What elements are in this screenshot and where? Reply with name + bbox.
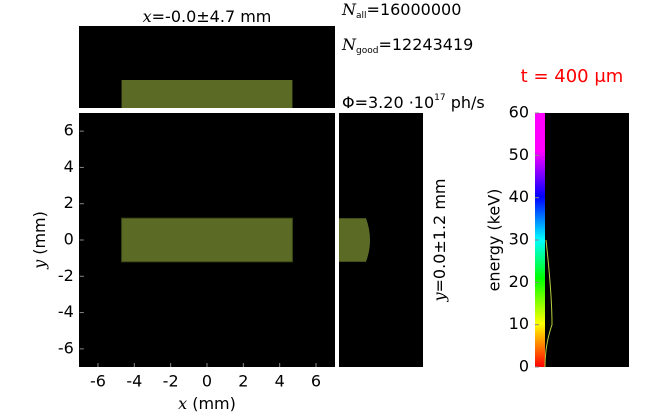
y-tick-label: 0 (64, 230, 74, 249)
subscript: all (356, 11, 367, 21)
x-axis-label-text: (mm) (187, 394, 236, 413)
symbol: Φ (342, 93, 355, 112)
x-axis-label: x (mm) (178, 394, 236, 413)
side-label: y=0.0±1.2 mm (430, 178, 449, 302)
x-tick-label: 6 (311, 372, 321, 391)
y-tick-label: -2 (58, 266, 74, 285)
y-tick-label: 20 (509, 272, 529, 291)
y-axis-label-var: y (30, 259, 49, 270)
title-var: x (143, 7, 152, 26)
x-histogram (121, 80, 293, 108)
value: =12243419 (378, 35, 473, 54)
count-n-good: Ngood=12243419 (341, 35, 473, 56)
beam-spot (121, 217, 293, 263)
energy-colorbar (535, 113, 545, 367)
x-axis-label-var: x (178, 394, 187, 413)
side-label-var: y (430, 292, 449, 303)
x-tick-label: 4 (275, 372, 285, 391)
y-axis-label-text: (mm) (30, 211, 49, 260)
y-tick-label: 40 (509, 187, 529, 206)
y-tick-label: -4 (58, 302, 74, 321)
y-axis-label: y (mm) (30, 211, 49, 270)
count-n-all: Nall=16000000 (341, 0, 461, 21)
unit: ph/s (446, 93, 485, 112)
side-label-text: =0.0±1.2 mm (430, 178, 449, 292)
subscript: good (356, 46, 378, 56)
exponent: 17 (434, 93, 445, 103)
value: =3.20 ·10 (355, 93, 435, 112)
x-tick-label: -6 (90, 372, 106, 391)
x-tick-label: -2 (163, 372, 179, 391)
energy-histogram (544, 239, 553, 368)
y-tick-label: 4 (64, 157, 74, 176)
thickness: t = 400 μm (521, 66, 624, 87)
title-text: =-0.0±4.7 mm (152, 7, 272, 26)
y-histogram (339, 218, 370, 262)
x-tick-label: 0 (202, 372, 212, 391)
y-tick-label: 6 (64, 121, 74, 140)
symbol: N (341, 0, 357, 19)
y-tick-label: 60 (509, 103, 529, 122)
y-tick-label: -6 (58, 338, 74, 357)
y-tick-label: 50 (509, 145, 529, 164)
x-tick-label: -4 (126, 372, 142, 391)
title: x=-0.0±4.7 mm (143, 7, 272, 26)
y-tick-label: 10 (509, 314, 529, 333)
flux: Φ=3.20 ·1017 ph/s (342, 93, 485, 112)
symbol: N (341, 35, 357, 54)
y-tick-label: 0 (519, 357, 529, 376)
energy-axis-label: energy (keV) (485, 189, 504, 292)
energy-panel (535, 113, 629, 367)
x-tick-label: 2 (238, 372, 248, 391)
y-tick-label: 30 (509, 230, 529, 249)
value: =16000000 (367, 0, 462, 19)
y-tick-label: 2 (64, 193, 74, 212)
